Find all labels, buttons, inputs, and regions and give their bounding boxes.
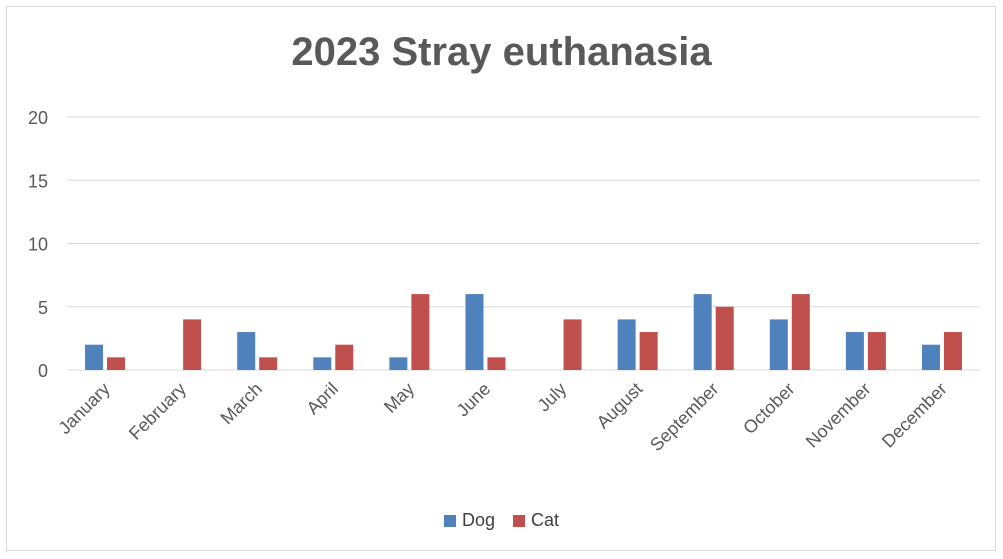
x-tick-label: June: [453, 379, 495, 421]
bar-cat-april: [335, 344, 354, 370]
legend-label-cat: Cat: [531, 510, 560, 530]
bar-cat-august: [639, 332, 658, 370]
bar-dog-september: [693, 294, 712, 370]
bar-dog-december: [921, 344, 940, 370]
chart-title: 2023 Stray euthanasia: [291, 30, 712, 74]
legend-item-cat: Cat: [513, 510, 559, 531]
legend-label-dog: Dog: [461, 510, 495, 530]
bar-cat-september: [715, 306, 734, 370]
x-tick-label: July: [534, 379, 571, 416]
bar-cat-february: [183, 319, 202, 370]
bar-dog-january: [85, 344, 104, 370]
y-tick-label: 5: [38, 298, 48, 318]
x-tick-label: October: [739, 379, 798, 438]
x-tick-label: April: [303, 379, 343, 419]
x-tick-label: February: [125, 379, 190, 444]
legend-swatch-dog: [443, 514, 456, 527]
legend: Dog Cat: [0, 510, 1003, 531]
chart-area: [6, 6, 996, 551]
bar-dog-june: [465, 294, 484, 370]
y-tick-label: 15: [28, 171, 48, 191]
y-tick-label: 0: [38, 361, 48, 381]
bar-cat-october: [791, 294, 810, 370]
bar-dog-may: [389, 357, 408, 370]
bar-cat-december: [943, 332, 962, 370]
bar-cat-november: [867, 332, 886, 370]
x-tick-label: May: [380, 379, 418, 417]
x-tick-label: March: [217, 379, 267, 429]
bar-dog-april: [313, 357, 332, 370]
legend-item-dog: Dog: [443, 510, 495, 531]
bar-dog-august: [617, 319, 636, 370]
x-tick-label: December: [878, 379, 951, 452]
y-tick-label: 20: [28, 108, 48, 128]
bar-cat-january: [107, 357, 126, 370]
bar-dog-november: [845, 332, 864, 370]
bar-cat-july: [563, 319, 582, 370]
x-tick-label: January: [54, 379, 113, 438]
bar-dog-march: [237, 332, 256, 370]
x-tick-label: November: [802, 379, 875, 452]
legend-swatch-cat: [513, 514, 525, 527]
y-tick-label: 10: [28, 235, 48, 255]
x-tick-label: September: [646, 379, 722, 455]
bar-cat-june: [487, 357, 506, 370]
bar-cat-may: [411, 294, 430, 370]
bar-dog-october: [769, 319, 788, 370]
bar-cat-march: [259, 357, 278, 370]
x-tick-label: August: [593, 379, 647, 433]
